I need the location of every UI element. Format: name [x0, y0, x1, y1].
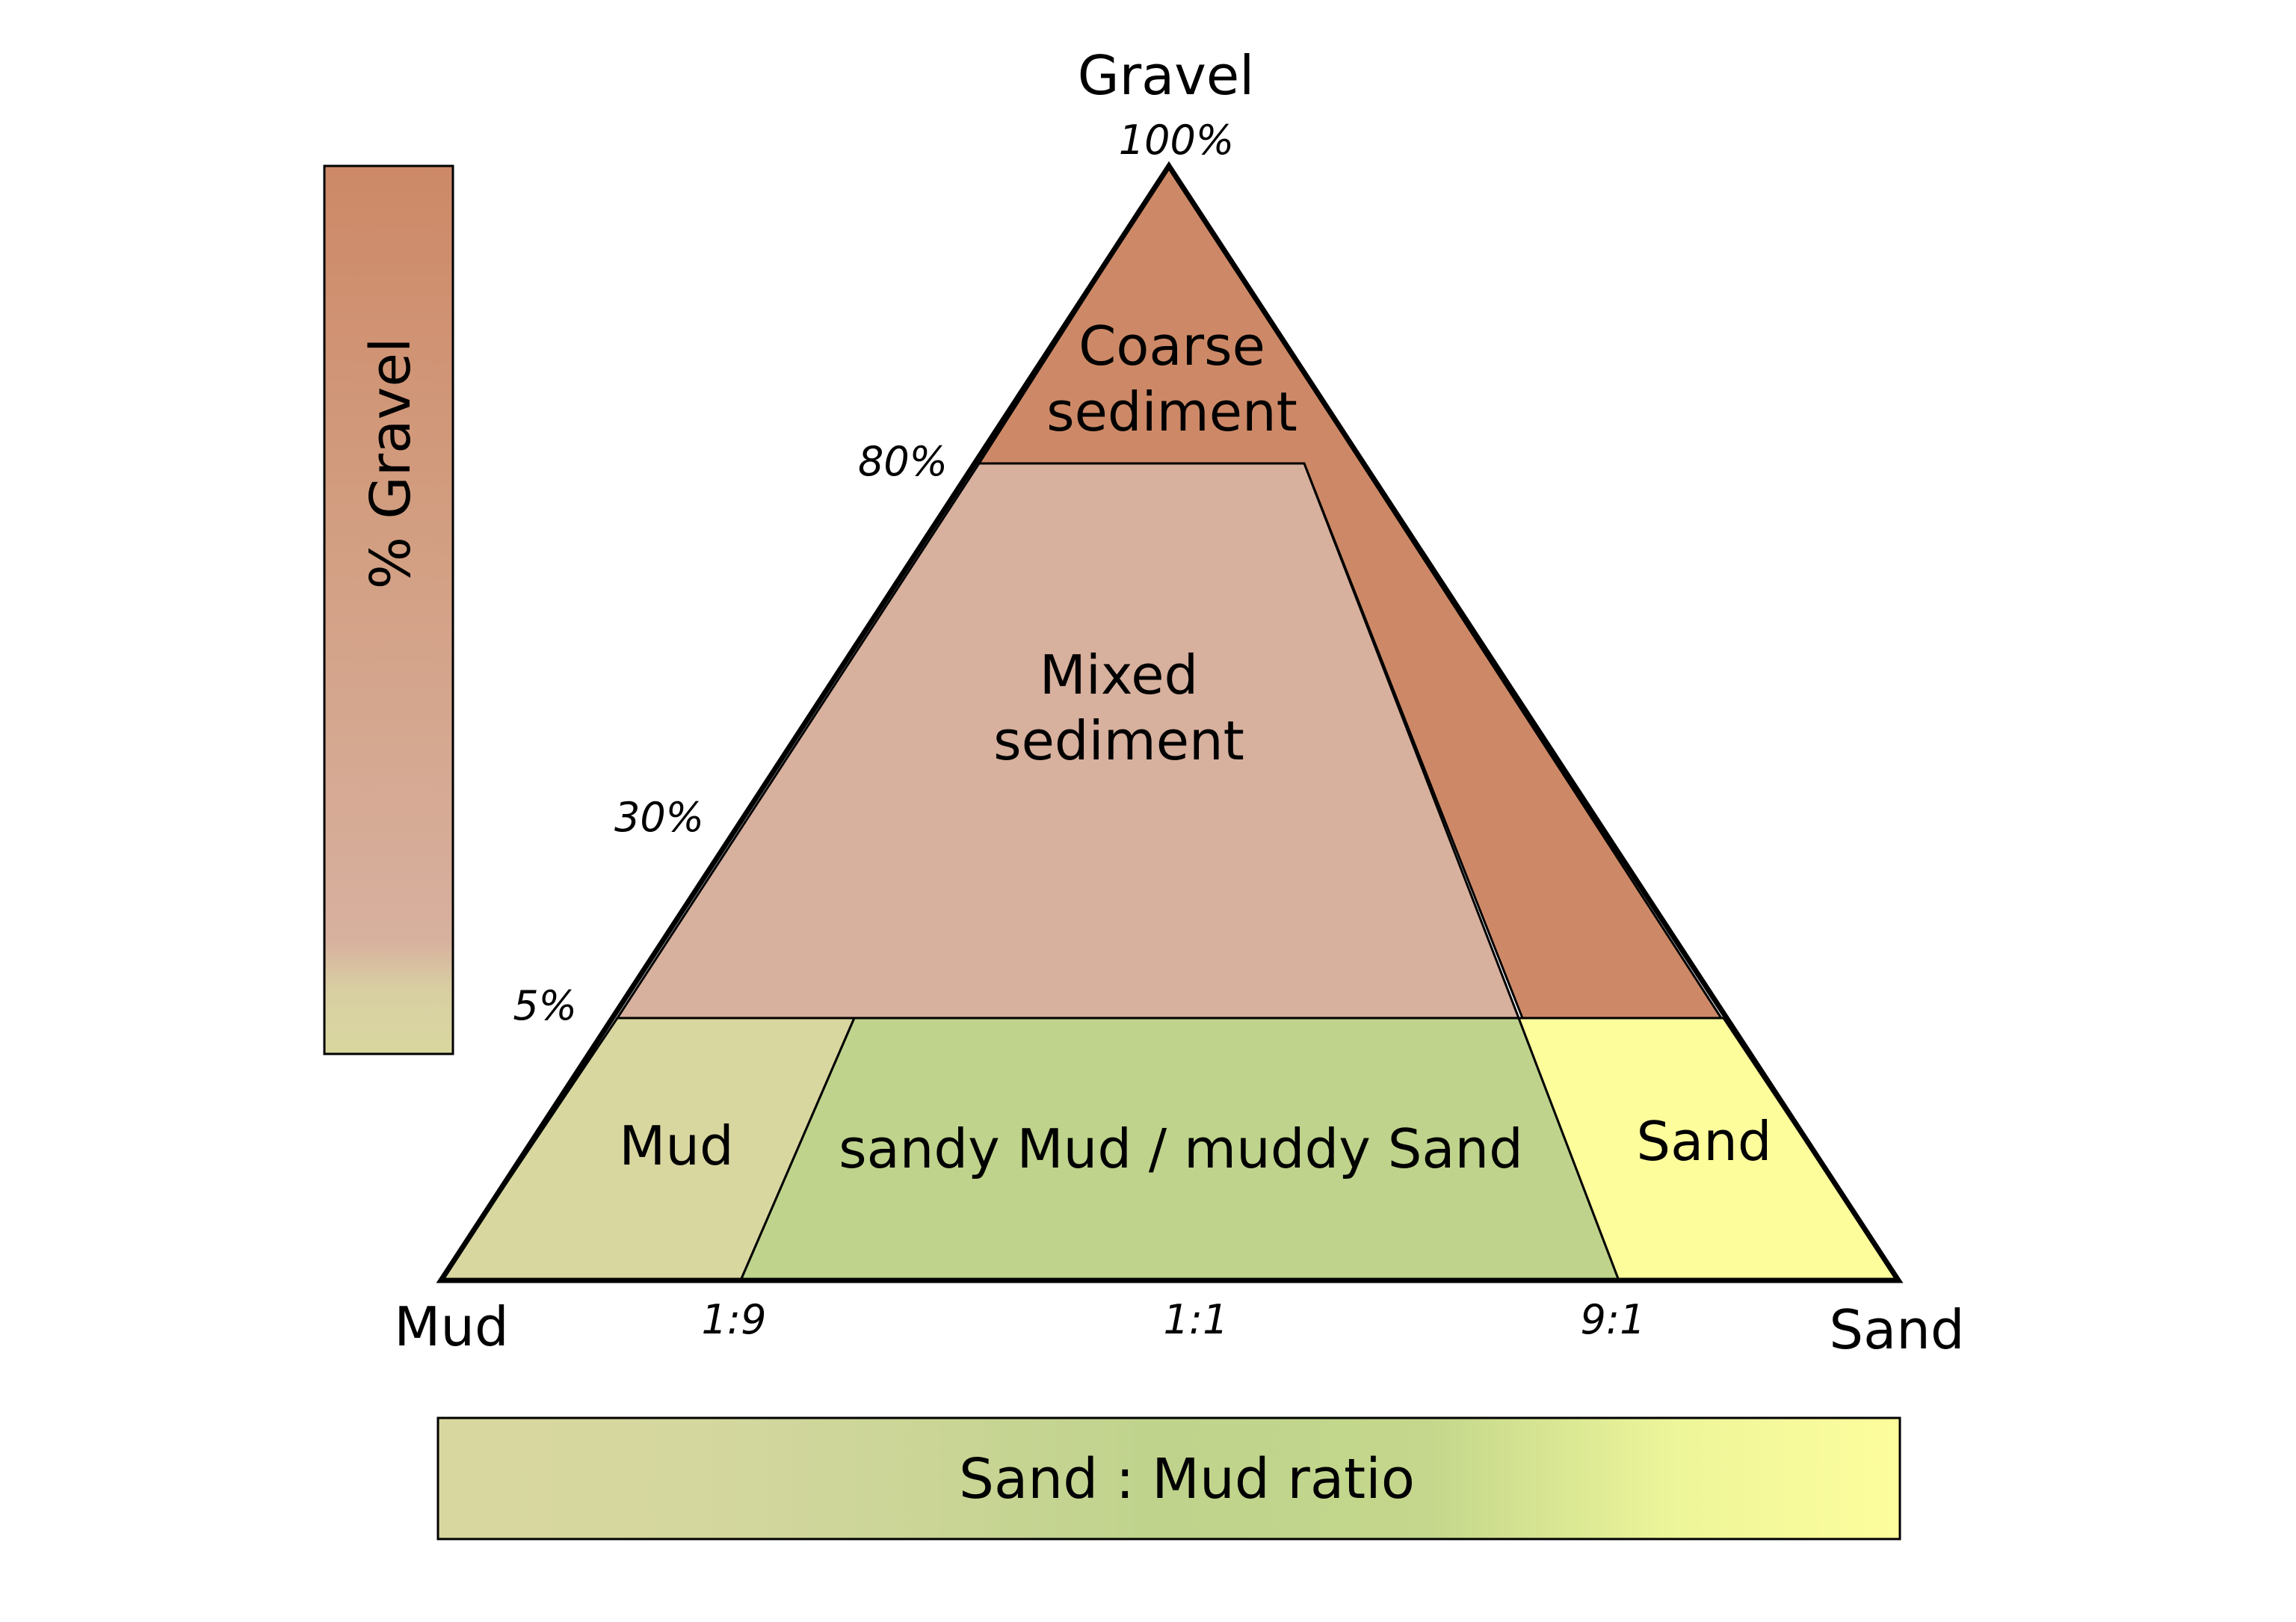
vertex-label-sand: Sand [1829, 1298, 1964, 1361]
ratio-tick-9-1: 9:1 [1581, 1296, 1646, 1343]
region-coarse-sediment [977, 164, 1723, 1020]
mixed-sediment-label-line2: sediment [993, 709, 1244, 772]
gravel-bar-label: % Gravel [359, 338, 423, 590]
vertex-label-gravel: Gravel [1078, 44, 1254, 107]
ratio-tick-1-1: 1:1 [1164, 1296, 1229, 1343]
ratio-bar-label: Sand : Mud ratio [959, 1447, 1415, 1511]
coarse-sediment-label-line1: Coarse [1078, 315, 1265, 377]
gravel-tick-5: 5% [513, 982, 577, 1029]
vertex-label-mud: Mud [394, 1295, 508, 1358]
ratio-gradient-bar [436, 1416, 1901, 1541]
mixed-sediment-label-line1: Mixed [1040, 644, 1199, 706]
gravel-gradient-bar [323, 164, 454, 1055]
ratio-tick-1-9: 1:9 [702, 1296, 767, 1343]
mud-region-label: Mud [619, 1114, 733, 1177]
sand-region-label: Sand [1636, 1110, 1771, 1173]
ternary-triangle-outline [436, 161, 1904, 1283]
gravel-tick-30: 30% [614, 794, 704, 841]
gravel-tick-100: 100% [1119, 117, 1234, 164]
gravel-tick-80: 80% [858, 438, 948, 485]
sandy-mud-region-label: sandy Mud / muddy Sand [839, 1117, 1523, 1180]
coarse-sediment-label-line2: sediment [1046, 380, 1297, 443]
